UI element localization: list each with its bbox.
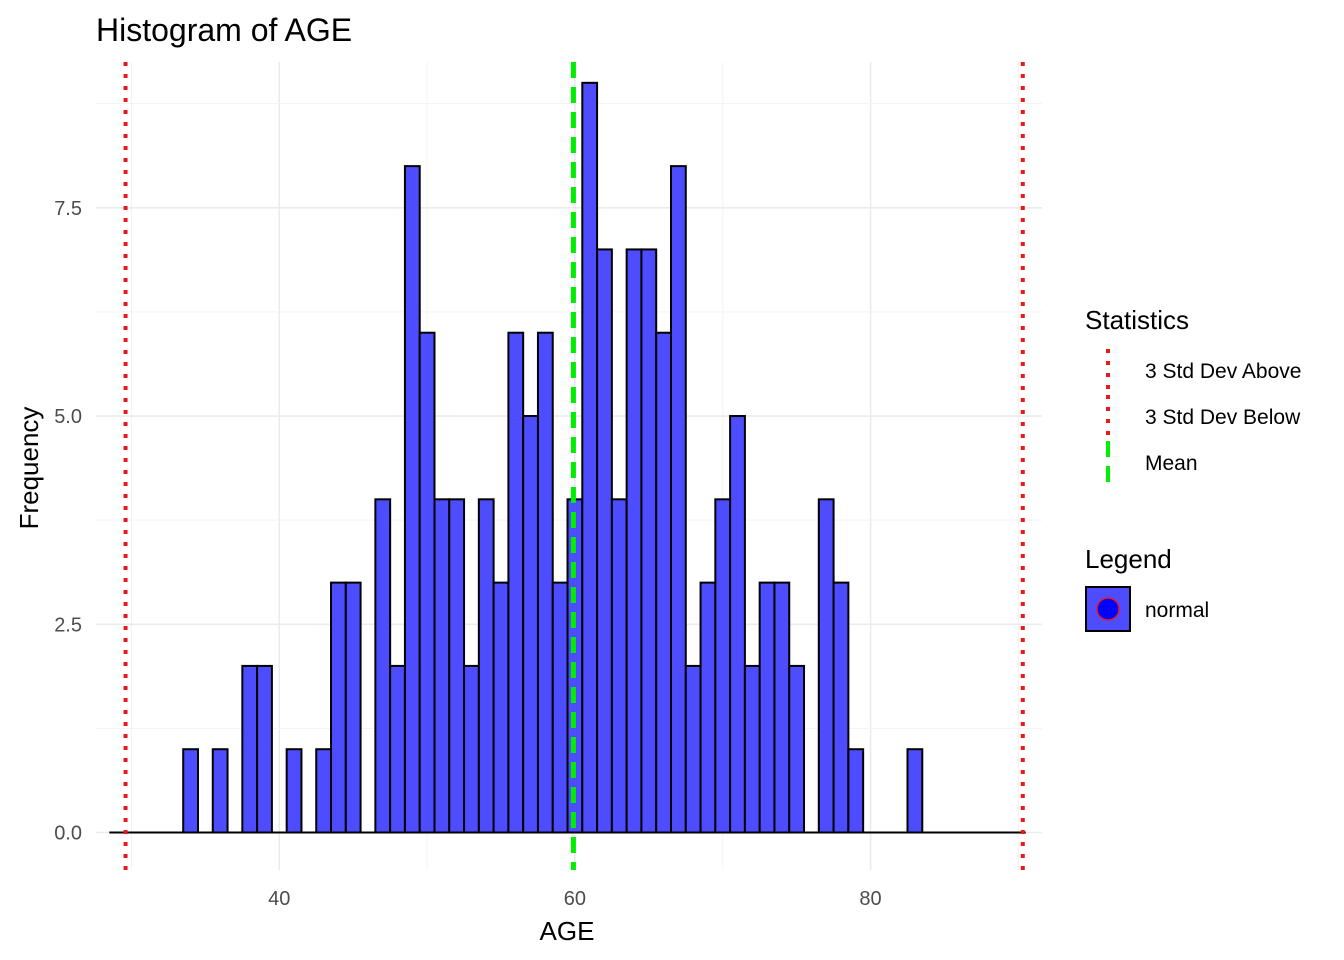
histogram-bar <box>522 415 539 834</box>
histogram-bar <box>536 331 554 834</box>
histogram-bar <box>448 498 466 834</box>
x-tick-label: 80 <box>859 888 881 910</box>
histogram-bar <box>211 748 229 834</box>
histogram-bar <box>773 581 791 834</box>
y-axis-ticks: 0.0 2.5 5.0 7.5 <box>54 198 82 845</box>
legend-fill-title: Legend <box>1085 544 1172 574</box>
histogram-bar <box>477 498 495 834</box>
histogram-bar <box>625 248 643 834</box>
y-axis-title: Frequency <box>14 407 44 530</box>
histogram-bar <box>581 81 599 834</box>
histogram-bar <box>344 581 362 834</box>
reference-lines <box>123 62 1025 870</box>
y-tick-label: 0.0 <box>54 823 82 845</box>
y-tick-label: 7.5 <box>54 198 82 220</box>
histogram-bar <box>758 581 776 834</box>
histogram-bar <box>551 581 569 834</box>
histogram-bar <box>241 664 259 834</box>
histogram-bar <box>507 331 525 834</box>
legend-statistics-title: Statistics <box>1085 305 1189 335</box>
legend-fill-label: normal <box>1145 599 1209 622</box>
histogram-bar <box>463 664 480 834</box>
legend-statistics-label: Mean <box>1145 452 1198 475</box>
x-tick-label: 60 <box>564 888 586 910</box>
histogram-bar <box>596 248 613 834</box>
histogram-bar <box>182 748 199 834</box>
histogram-bar <box>256 664 273 834</box>
histogram-bar <box>640 248 658 834</box>
bars <box>182 81 924 834</box>
x-axis-title: AGE <box>540 916 595 946</box>
legend-statistics-label: 3 Std Dev Below <box>1145 406 1301 429</box>
histogram-bar <box>714 498 732 834</box>
histogram-bar <box>729 415 746 834</box>
histogram-bar <box>669 165 687 834</box>
legend-statistics-items: 3 Std Dev Above 3 Std Dev Below Mean <box>1106 349 1301 485</box>
histogram-bar <box>374 498 392 834</box>
legend-key-point <box>1096 597 1120 621</box>
histogram-bar <box>699 581 717 834</box>
histogram-bar <box>832 581 850 834</box>
histogram-bar <box>418 331 436 834</box>
x-axis-ticks: 40 60 80 <box>268 888 881 910</box>
histogram-bar <box>492 581 510 834</box>
histogram-bar <box>743 664 761 834</box>
y-tick-label: 5.0 <box>54 406 82 428</box>
histogram-bar <box>655 331 672 834</box>
histogram-bar <box>285 748 303 834</box>
histogram-bar <box>389 664 406 834</box>
histogram-bar <box>847 748 865 834</box>
histogram-bar <box>433 498 451 834</box>
histogram-bar <box>610 498 628 834</box>
histogram-bar <box>330 581 347 834</box>
legend-fill-items: normal <box>1085 586 1209 632</box>
histogram-bar <box>403 165 421 834</box>
histogram-bar <box>906 748 924 834</box>
chart-title: Histogram of AGE <box>96 12 352 48</box>
histogram-bar <box>684 664 702 834</box>
histogram-bar <box>817 498 835 834</box>
histogram-bar <box>315 748 333 834</box>
grid <box>96 62 1042 870</box>
legend-statistics-label: 3 Std Dev Above <box>1145 360 1301 383</box>
legend: Statistics 3 Std Dev Above 3 Std Dev Belo… <box>1085 305 1301 632</box>
x-tick-label: 40 <box>268 888 290 910</box>
histogram-bar <box>788 664 806 834</box>
y-tick-label: 2.5 <box>54 614 82 636</box>
